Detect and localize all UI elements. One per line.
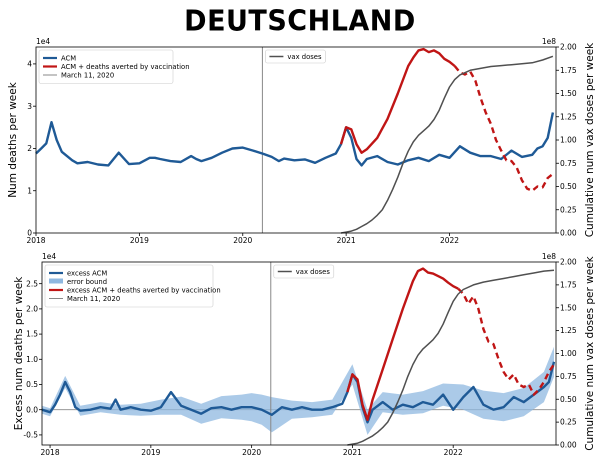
y2-axis-label: Cumulative num vax doses per week <box>584 255 596 450</box>
legend-label: excess ACM + deaths averted by vaccinati… <box>67 286 221 294</box>
y2-tick-label: 1.25 <box>560 326 577 335</box>
error-band <box>42 346 554 435</box>
x-tick-label: 2019 <box>141 448 160 457</box>
x-tick-label: 2021 <box>343 448 362 457</box>
y-tick-label: 1.5 <box>26 330 38 339</box>
y-tick-label: 1 <box>27 186 32 195</box>
legend-label-vax: vax doses <box>287 53 322 61</box>
y-tick-label: 4 <box>27 60 32 69</box>
acm-line <box>35 112 555 167</box>
y2-tick-label: 1.50 <box>560 303 577 312</box>
legend-label: error bound <box>67 278 107 286</box>
y2-axis-label: Cumulative num vax doses per week <box>584 42 596 237</box>
y2-tick-label: 2.00 <box>560 43 577 52</box>
y2-scale-label: 1e8 <box>542 37 556 46</box>
legend-box <box>44 264 214 308</box>
y2-tick-label: 0.00 <box>560 441 577 450</box>
y2-tick-label: 0.75 <box>560 372 577 381</box>
averted-line-dashed <box>453 65 554 192</box>
x-tick-label: 2021 <box>337 236 356 245</box>
y2-tick-label: 1.75 <box>560 66 577 75</box>
legend-label: March 11, 2020 <box>67 295 120 303</box>
y2-tick-label: 0.50 <box>560 182 577 191</box>
y-tick-label: -0.5 <box>23 431 38 440</box>
x-tick-label: 2020 <box>233 236 252 245</box>
y2-tick-label: 0.25 <box>560 205 577 214</box>
legend-box <box>38 49 174 84</box>
x-tick-label: 2018 <box>41 448 60 457</box>
y2-tick-label: 0.25 <box>560 418 577 427</box>
averted-line-dashed <box>457 287 555 396</box>
y2-scale-label: 1e8 <box>542 252 556 261</box>
y-tick-label: 2.5 <box>26 279 38 288</box>
y2-tick-label: 1.00 <box>560 136 577 145</box>
y2-tick-label: 1.75 <box>560 280 577 289</box>
y2-tick-label: 0.00 <box>560 229 577 238</box>
y-tick-label: 2 <box>27 144 32 153</box>
x-tick-label: 2022 <box>444 448 463 457</box>
legend-label: March 11, 2020 <box>61 71 114 79</box>
page-title: DEUTSCHLAND <box>184 5 416 38</box>
y-scale-label: 1e4 <box>36 37 50 46</box>
vax-doses-line <box>347 269 555 446</box>
x-tick-label: 2019 <box>130 236 149 245</box>
y2-tick-label: 1.50 <box>560 89 577 98</box>
x-tick-label: 2020 <box>242 448 261 457</box>
y-tick-label: 0.5 <box>26 380 38 389</box>
legend-box-vax <box>265 49 326 64</box>
y-tick-label: 0 <box>27 229 32 238</box>
y-axis-label: Excess num deaths per week <box>13 276 25 430</box>
y-axis-label: Num deaths per week <box>7 81 19 198</box>
y-tick-label: 1.0 <box>26 355 38 364</box>
averted-line <box>346 267 459 421</box>
chart-1 <box>33 46 559 236</box>
y2-tick-label: 2.00 <box>560 258 577 267</box>
y-tick-label: 3 <box>27 102 32 111</box>
y-tick-label: 0.0 <box>26 405 38 414</box>
legend-box-vax <box>273 264 335 279</box>
averted-line <box>339 47 456 154</box>
y2-tick-label: 0.75 <box>560 159 577 168</box>
y-scale-label: 1e4 <box>42 252 56 261</box>
legend-label: ACM + deaths averted by vaccination <box>61 63 190 71</box>
chart-2 <box>39 261 559 448</box>
acm-line <box>41 361 556 424</box>
vax-doses-line <box>340 55 554 234</box>
y-tick-label: 2.0 <box>26 304 38 313</box>
y2-tick-label: 1.00 <box>560 349 577 358</box>
x-tick-label: 2022 <box>440 236 459 245</box>
x-tick-label: 2018 <box>26 236 45 245</box>
y2-tick-label: 0.50 <box>560 395 577 404</box>
y2-tick-label: 1.25 <box>560 112 577 121</box>
legend-label: ACM <box>61 54 76 62</box>
legend-label: excess ACM <box>67 269 107 277</box>
legend-label-vax: vax doses <box>296 268 331 276</box>
legend-swatch <box>49 278 63 284</box>
